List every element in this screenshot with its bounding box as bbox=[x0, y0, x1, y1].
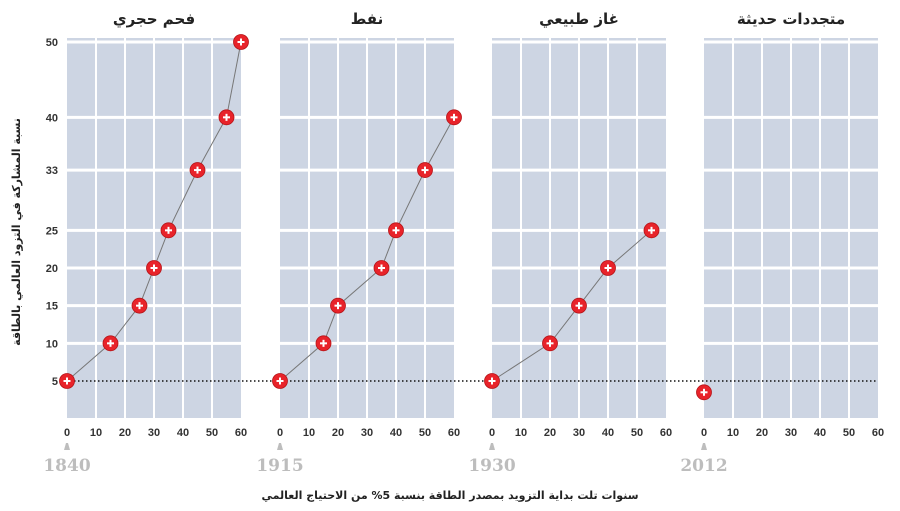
y-axis: 5 10 15 20 25 33 40 50 bbox=[46, 37, 58, 388]
x-axis-label: سنوات تلت بداية التزويد بمصدر الطاقة بنس… bbox=[261, 489, 638, 503]
x-tick-label: 60 bbox=[448, 427, 460, 439]
x-tick-label: 10 bbox=[727, 427, 739, 439]
data-point bbox=[542, 335, 558, 352]
x-tick-label: 0 bbox=[489, 427, 495, 439]
data-point bbox=[102, 335, 119, 352]
data-point bbox=[131, 297, 148, 314]
x-tick-label: 50 bbox=[206, 427, 218, 439]
panel-title: نفط bbox=[351, 10, 384, 28]
start-year-label: 1915 bbox=[256, 456, 303, 476]
data-point bbox=[643, 222, 660, 239]
data-point bbox=[315, 335, 332, 352]
x-tick-label: 0 bbox=[701, 427, 707, 439]
x-tick-label: 60 bbox=[872, 427, 884, 439]
x-tick-label: 30 bbox=[148, 427, 160, 439]
x-tick-label: 20 bbox=[119, 427, 131, 439]
x-tick-label: 60 bbox=[235, 427, 247, 439]
panel-2: نفط 0 10 20 30 40 50 60 1915 bbox=[256, 10, 460, 476]
data-point bbox=[484, 373, 500, 389]
x-tick-label: 0 bbox=[277, 427, 283, 439]
x-tick-label: 50 bbox=[843, 427, 855, 439]
y-tick-label: 33 bbox=[46, 165, 58, 177]
x-tick-label: 30 bbox=[785, 427, 797, 439]
y-tick-label: 5 bbox=[52, 376, 58, 388]
data-point bbox=[233, 34, 249, 50]
data-point bbox=[373, 260, 390, 276]
x-tick-label: 20 bbox=[756, 427, 768, 439]
data-point bbox=[696, 384, 712, 401]
data-point bbox=[446, 109, 462, 126]
x-tick-label: 10 bbox=[303, 427, 315, 439]
start-year-pointer bbox=[277, 443, 283, 450]
x-tick-label: 40 bbox=[177, 427, 189, 439]
x-tick-label: 60 bbox=[660, 427, 672, 439]
panel-3: غاز طبيعي 0 10 20 30 40 50 60 1930 bbox=[468, 10, 672, 476]
x-tick-label: 40 bbox=[390, 427, 402, 439]
x-tick-label: 50 bbox=[419, 427, 431, 439]
series-3 bbox=[484, 222, 660, 389]
data-point bbox=[571, 297, 587, 314]
y-tick-label: 40 bbox=[46, 112, 58, 124]
start-year-pointer bbox=[489, 443, 495, 450]
series-1 bbox=[59, 34, 249, 389]
y-tick-label: 20 bbox=[46, 263, 58, 275]
x-tick-label: 10 bbox=[90, 427, 102, 439]
x-tick-label: 30 bbox=[361, 427, 373, 439]
data-point bbox=[189, 162, 206, 178]
data-point bbox=[160, 222, 177, 239]
panel-title: فحم حجري bbox=[113, 10, 195, 29]
x-tick-label: 20 bbox=[332, 427, 344, 439]
data-point bbox=[146, 260, 162, 276]
data-point bbox=[388, 222, 404, 239]
data-point bbox=[272, 373, 288, 389]
panel-1: فحم حجري 0 10 20 30 40 50 60 1840 bbox=[43, 10, 247, 476]
series-4 bbox=[696, 384, 712, 401]
panel-title: متجددات حديثة bbox=[737, 10, 845, 28]
data-point bbox=[330, 297, 346, 314]
x-tick-label: 10 bbox=[515, 427, 527, 439]
x-tick-label: 40 bbox=[602, 427, 614, 439]
x-tick-label: 20 bbox=[544, 427, 556, 439]
x-tick-label: 30 bbox=[573, 427, 585, 439]
start-year-label: 1930 bbox=[468, 456, 515, 476]
start-year-label: 2012 bbox=[680, 456, 727, 476]
data-point bbox=[417, 162, 433, 178]
y-axis-label: نسبة المشاركة في التزود العالمي بالطاقة bbox=[10, 118, 23, 346]
x-tick-label: 50 bbox=[631, 427, 643, 439]
x-tick-label: 40 bbox=[814, 427, 826, 439]
data-point bbox=[600, 260, 616, 276]
y-tick-label: 10 bbox=[46, 338, 58, 350]
y-tick-label: 50 bbox=[46, 37, 58, 49]
panel-title: غاز طبيعي bbox=[539, 10, 619, 28]
start-year-label: 1840 bbox=[43, 456, 90, 476]
series-line bbox=[66, 41, 242, 382]
y-tick-label: 15 bbox=[46, 301, 58, 313]
data-point bbox=[59, 373, 75, 389]
panel-4: متجددات حديثة 0 10 20 30 40 50 60 2012 bbox=[680, 10, 884, 476]
y-tick-label: 25 bbox=[46, 225, 58, 237]
start-year-pointer bbox=[701, 443, 707, 450]
series-layer bbox=[59, 34, 712, 401]
start-year-pointer bbox=[64, 443, 70, 450]
data-point bbox=[218, 109, 235, 126]
x-tick-label: 0 bbox=[64, 427, 70, 439]
series-2 bbox=[272, 109, 462, 389]
